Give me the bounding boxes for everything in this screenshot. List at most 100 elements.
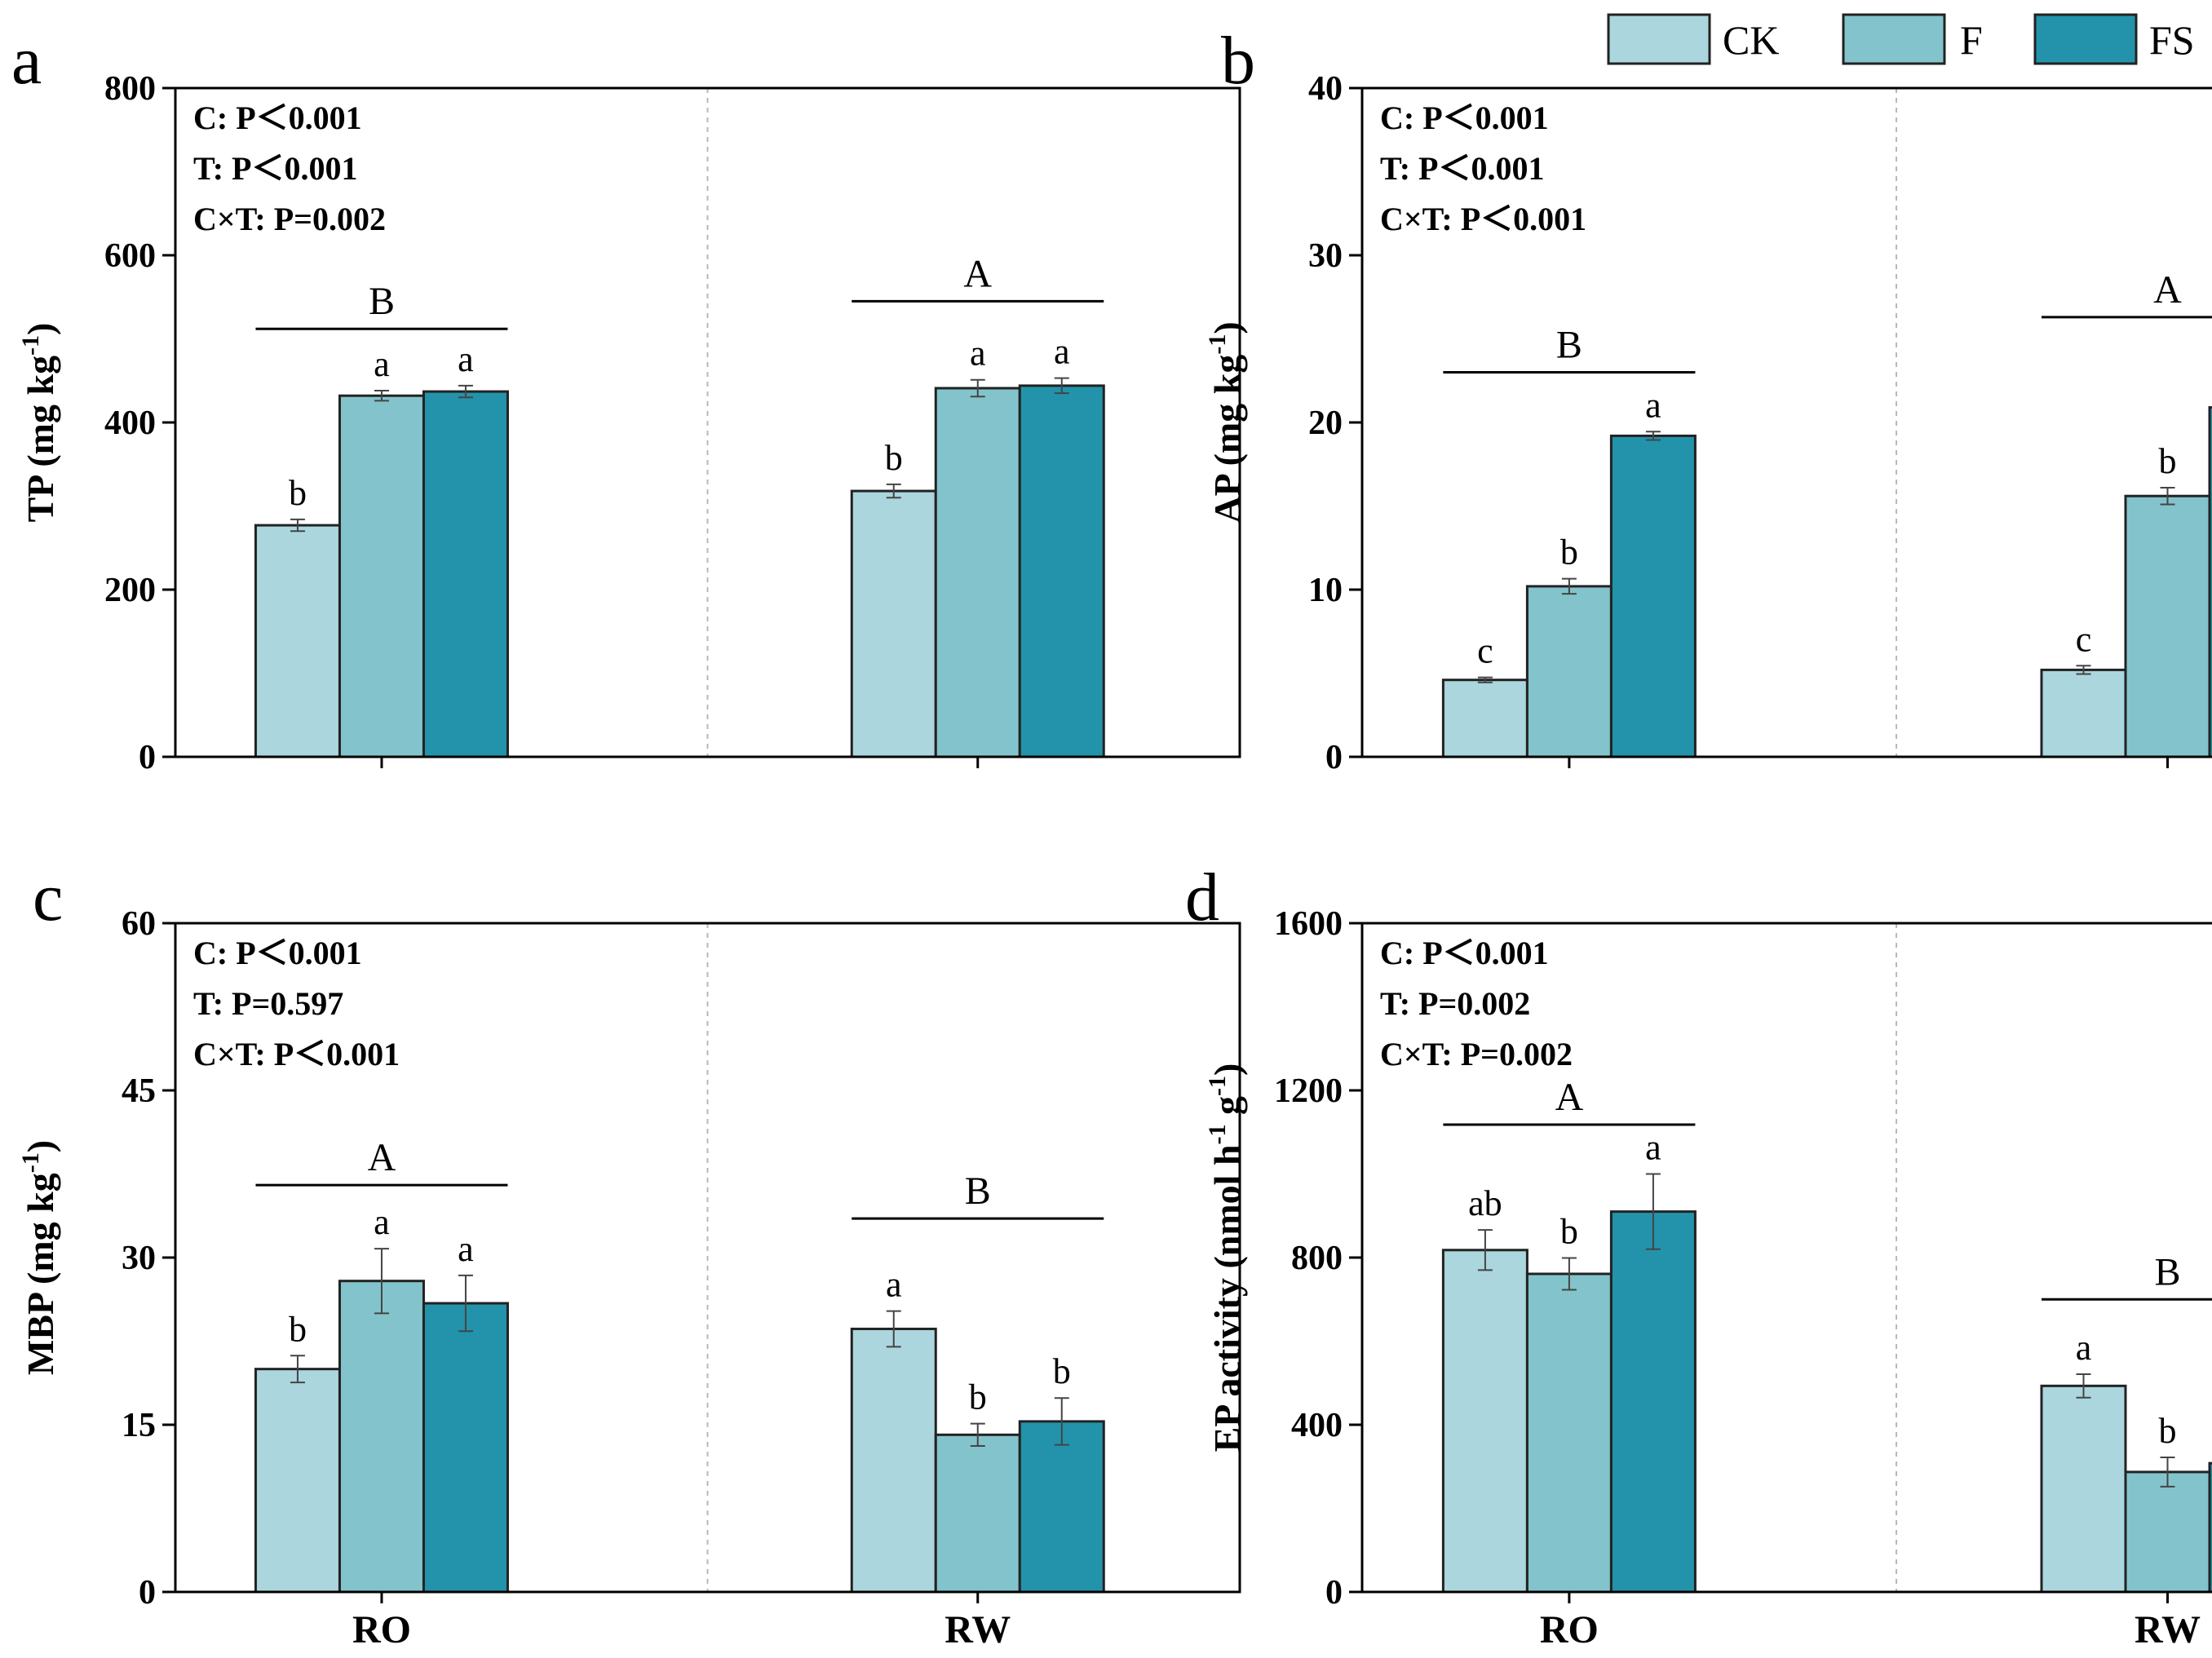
bar-rw-fs <box>2208 406 2212 758</box>
bar-ro-fs <box>1609 434 1697 758</box>
significance-letter: b <box>2159 441 2177 481</box>
group-letter: A <box>1555 1076 1584 1119</box>
bar-ro-fs <box>1609 1210 1697 1594</box>
group-letter: A <box>368 1136 396 1179</box>
y-tick-label: 40 <box>1308 70 1343 108</box>
significance-letter: a <box>458 1229 474 1269</box>
plot-frame <box>1360 922 2212 1594</box>
x-tick-label-rw: RW <box>2135 1608 2201 1651</box>
y-axis-label-mid: g <box>1206 1096 1248 1125</box>
y-tick-label: 400 <box>104 405 156 442</box>
y-axis-label: MBP (mg kg-1) <box>17 1140 61 1375</box>
significance-letter: a <box>1054 332 1070 372</box>
significance-letter: b <box>969 1377 987 1417</box>
y-tick-label: 0 <box>139 739 156 776</box>
panel-letter: b <box>1221 23 1255 99</box>
significance-letter: b <box>1560 1212 1578 1252</box>
y-tick-label: 30 <box>122 1240 156 1277</box>
bar-rw-fs <box>2208 1461 2212 1594</box>
legend-label-fs: FS <box>2149 17 2195 63</box>
stat-line: C×T: P＜0.001 <box>1380 201 1586 237</box>
bar-ro-ck <box>254 524 341 758</box>
significance-letter: b <box>289 473 307 513</box>
significance-letter: a <box>374 344 390 384</box>
y-tick-label: 0 <box>1325 739 1343 776</box>
significance-letter: b <box>1560 533 1578 573</box>
group-letter: B <box>2154 1250 2180 1293</box>
significance-letter: a <box>2076 1328 2092 1368</box>
stat-line: T: P=0.002 <box>1380 985 1530 1022</box>
y-axis-label-end: ) <box>20 1140 61 1152</box>
y-tick-label: 0 <box>1325 1574 1343 1612</box>
significance-letter: a <box>886 1265 902 1305</box>
bar-rw-fs <box>1018 1420 1105 1594</box>
group-letter: B <box>369 280 395 323</box>
y-axis-label-end: ) <box>1206 1063 1248 1076</box>
panel-letter: c <box>33 860 63 935</box>
bar-ro-f <box>338 394 425 758</box>
y-axis-label: EP activity (nmol h-1 g-1) <box>1204 1063 1248 1452</box>
y-tick-label: 800 <box>1291 1240 1343 1277</box>
stat-line: C×T: P=0.002 <box>193 201 386 237</box>
y-axis-label: TP (mg kg-1) <box>17 323 61 523</box>
y-tick-label: 600 <box>104 237 156 275</box>
significance-letter: c <box>2076 619 2092 659</box>
stat-line: C×T: P＜0.001 <box>193 1036 400 1072</box>
significance-letter: b <box>2159 1411 2177 1451</box>
x-tick-label-ro: RO <box>352 1608 411 1651</box>
significance-letter: b <box>289 1309 307 1349</box>
y-axis-label-text: TP (mg kg <box>20 356 61 522</box>
bar-rw-f <box>934 387 1021 758</box>
significance-letter: c <box>1477 631 1493 671</box>
panel-letter: a <box>11 23 42 99</box>
bar-rw-f <box>2124 1470 2211 1594</box>
y-tick-label: 200 <box>104 572 156 609</box>
bar-ro-fs <box>422 1302 509 1594</box>
bar-rw-ck <box>850 489 937 758</box>
significance-letter: b <box>1053 1351 1071 1391</box>
significance-letter: a <box>1645 1128 1661 1168</box>
y-tick-label: 0 <box>139 1574 156 1612</box>
y-tick-label: 400 <box>1291 1407 1343 1444</box>
plot-frame <box>1360 86 2212 758</box>
y-axis-label-sup: -1 <box>17 1152 44 1173</box>
y-axis-label-end: ) <box>20 323 61 335</box>
y-tick-label: 45 <box>122 1072 156 1110</box>
bar-rw-fs <box>1018 384 1105 758</box>
x-tick-label-rw: RW <box>945 1608 1011 1651</box>
bar-ro-fs <box>422 390 509 758</box>
y-tick-label: 20 <box>1308 405 1343 442</box>
legend-label-ck: CK <box>1723 17 1779 63</box>
y-axis-label-end: ) <box>1206 321 1248 334</box>
significance-letter: a <box>458 339 474 379</box>
stat-line: C×T: P=0.002 <box>1380 1036 1573 1072</box>
significance-letter: ab <box>1468 1183 1502 1223</box>
y-axis-label-sup: -1 <box>1204 1124 1231 1144</box>
y-tick-label: 30 <box>1308 237 1343 275</box>
plot-frame <box>174 86 1241 758</box>
y-axis-label-text: MBP (mg kg <box>20 1173 61 1375</box>
bar-ro-f <box>1525 585 1613 758</box>
legend: CK F FS <box>1607 13 2195 65</box>
stat-line: C: P＜0.001 <box>1380 99 1549 136</box>
stat-line: C: P＜0.001 <box>193 99 362 136</box>
legend-swatch-ck <box>1607 13 1711 65</box>
y-axis-label: AP (mg kg-1) <box>1204 321 1248 523</box>
stat-line: C: P＜0.001 <box>1380 935 1549 971</box>
y-tick-label: 60 <box>122 905 156 943</box>
significance-letter: a <box>970 334 986 374</box>
y-axis-label-sup: -1 <box>1204 334 1231 355</box>
significance-letter: b <box>885 438 903 478</box>
significance-letter: a <box>374 1202 390 1242</box>
y-tick-label: 1600 <box>1274 905 1343 943</box>
bar-rw-ck <box>850 1327 937 1594</box>
y-tick-label: 800 <box>104 70 156 108</box>
bar-rw-ck <box>2040 1384 2127 1594</box>
bar-ro-f <box>1525 1272 1613 1594</box>
